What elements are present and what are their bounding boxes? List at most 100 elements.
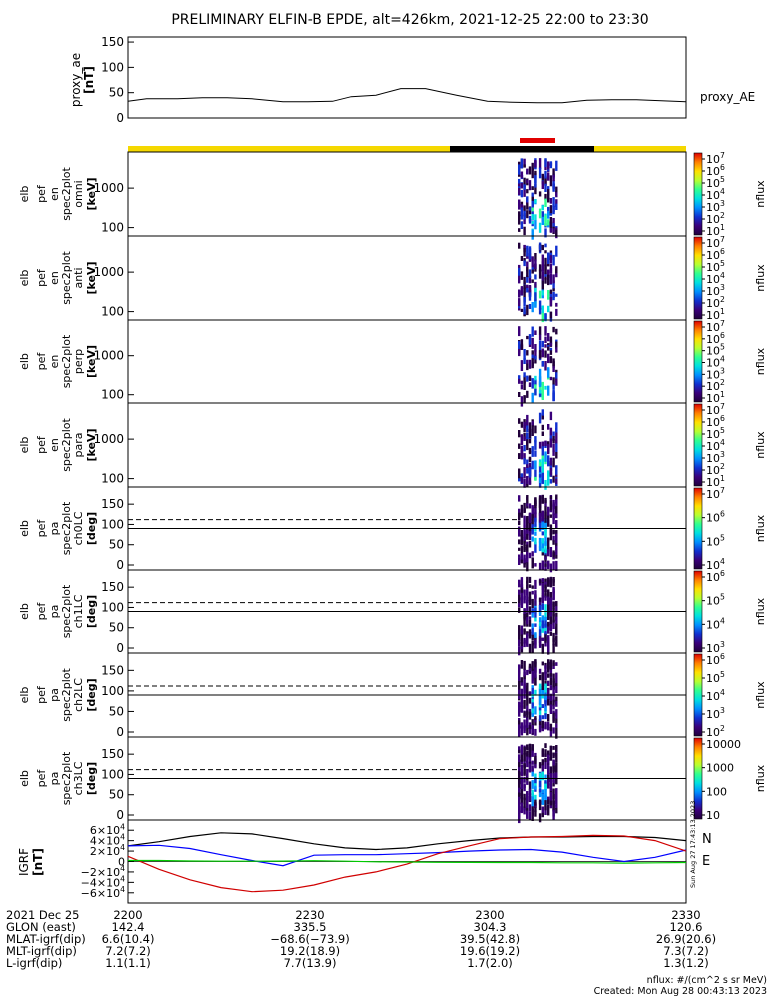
spectrogram-cell <box>520 744 524 752</box>
spectrogram-cell <box>534 375 537 381</box>
spectrogram-cell <box>541 458 544 467</box>
spectrogram-cell <box>544 758 547 769</box>
spectrogram-cell <box>555 533 558 544</box>
spectrogram-cell <box>555 443 558 452</box>
panel-label: elb <box>18 353 31 370</box>
spectrogram-cell <box>547 385 550 396</box>
spectrogram-cell <box>534 298 537 308</box>
spectrogram-cell <box>526 363 529 371</box>
panel-7: 150 100 50 0 elb pef pa spec2plot ch2LC [deg] 106 1… <box>18 652 767 739</box>
spectrogram-cell <box>552 361 555 367</box>
panel-tick-label: 100 <box>101 388 124 402</box>
spectrogram-cell <box>547 697 550 706</box>
spectrogram-cell <box>549 495 553 499</box>
spectrogram-cell <box>544 534 547 546</box>
spectrogram-cell <box>534 344 537 352</box>
spectrogram-cell <box>528 616 532 620</box>
footer-row: L-igrf(dip) 1.1(1.1) 7.7(13.9) 1.7(2.0) 1.3(… <box>0 957 775 969</box>
spectrogram-cell <box>520 449 524 459</box>
spectrogram-cell <box>531 214 534 220</box>
spectrogram-cell <box>523 765 526 776</box>
colorbar <box>693 570 703 653</box>
spectrogram-cell <box>520 189 524 198</box>
footer-row-value: 2200 <box>113 908 143 922</box>
spectrogram-cell <box>549 161 553 169</box>
spectrogram-cell <box>528 422 532 433</box>
spectrogram-cell <box>549 356 553 364</box>
spectrogram-cell <box>523 784 526 788</box>
spectrogram-cell <box>518 228 521 232</box>
footer-row-value: 19.2(18.9) <box>279 944 341 958</box>
spectrogram-cell <box>544 183 547 192</box>
footer-row: MLT-igrf(dip) 7.2(7.2) 19.2(18.9) 19.6(19.2… <box>0 945 775 957</box>
panel-label: pa <box>48 522 61 536</box>
spectrogram-cell <box>555 601 558 612</box>
colorbar-tick-label: 104 <box>706 688 725 703</box>
spectrogram-cell <box>520 681 524 686</box>
spectrogram-cell <box>547 290 550 300</box>
footer-row-value: −68.6(−73.9) <box>270 932 350 946</box>
spectrogram-cell <box>549 723 553 732</box>
status-yellow-left <box>128 146 450 152</box>
spectrogram-cell <box>523 226 526 236</box>
panel-label: pef <box>35 769 48 788</box>
panel-label: [deg] <box>85 595 98 628</box>
spectrogram-cell <box>541 521 544 530</box>
spectrogram-cell <box>528 503 532 509</box>
igrf-series-line <box>127 834 687 893</box>
spectrogram-cell <box>523 436 526 441</box>
spectrogram-cell <box>555 520 558 529</box>
spectrogram-cell <box>528 512 532 521</box>
igrf-series-line <box>127 844 687 867</box>
spectrogram-cell <box>523 432 526 440</box>
panel-label: spec2plot <box>60 167 73 221</box>
spectrogram-cell <box>538 307 542 315</box>
spectrogram-cell <box>552 619 555 629</box>
spectrogram-cell <box>538 541 542 552</box>
spectrogram-cell <box>523 186 526 197</box>
colorbar-tick-label: 105 <box>706 426 725 441</box>
spectrogram-cell <box>544 257 547 266</box>
spectrogram-cell <box>555 723 558 729</box>
spectrogram-cell <box>534 506 537 516</box>
spectrogram-cell <box>552 439 555 444</box>
spectrogram-cell <box>552 377 555 385</box>
spectrogram-cell <box>523 530 526 541</box>
spectrogram-cell <box>528 253 532 260</box>
spectrogram-cell <box>523 598 526 604</box>
spectrogram-cell <box>528 219 532 224</box>
spectrogram-cell <box>552 752 555 759</box>
spectrogram-cell <box>547 764 550 775</box>
footer-row-value: 1.7(2.0) <box>467 956 513 970</box>
spectrogram-cell <box>549 311 553 319</box>
colorbar-tick-label: 106 <box>706 163 725 178</box>
spectrogram-cell <box>547 196 550 203</box>
spectrogram-cell <box>523 210 526 220</box>
spectrogram-cell <box>526 685 529 696</box>
spectrogram-cell <box>544 344 547 348</box>
spectrogram-cell <box>518 594 521 604</box>
spectrogram-cell <box>538 208 542 213</box>
spectrogram-cell <box>518 291 521 298</box>
spectrogram-cell <box>538 772 542 781</box>
footer-row-value: 7.7(13.9) <box>283 956 337 970</box>
spectrogram-cell <box>555 347 558 353</box>
spectrogram-cell <box>547 367 550 378</box>
proxy-ae-tick-label: 0 <box>116 111 124 125</box>
spectrogram-cell <box>549 704 553 713</box>
colorbar-tick-label: 103 <box>706 450 725 465</box>
spectrogram-cell <box>555 662 558 666</box>
spectrogram-cell <box>541 271 544 281</box>
spectrogram-cell <box>528 781 532 791</box>
spectrogram-cell <box>520 598 524 606</box>
panel-label: spec2plot <box>60 584 73 638</box>
spectrogram-cell <box>547 589 550 601</box>
spectrogram-cell <box>538 462 542 467</box>
igrf-tick-label: 4×104 <box>90 833 125 848</box>
spectrogram-cell <box>518 580 521 587</box>
spectrogram-cell <box>531 691 534 698</box>
spectrogram-cell <box>538 191 542 197</box>
spectrogram-cell <box>538 538 542 542</box>
spectrogram-cell <box>531 694 534 700</box>
spectrogram-cell <box>534 440 537 450</box>
